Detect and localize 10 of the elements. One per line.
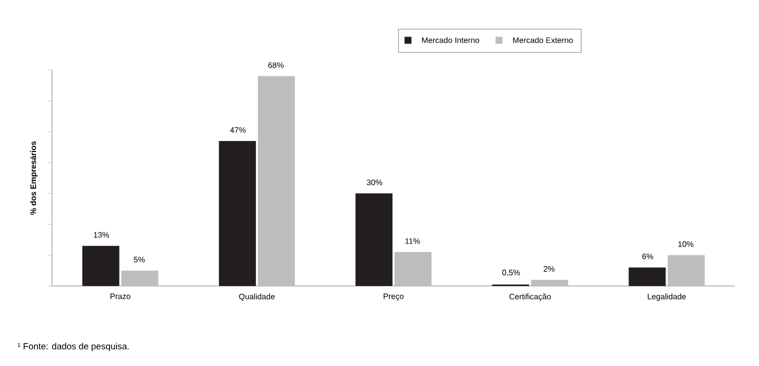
bar	[394, 252, 432, 286]
text: ¹ Fonte: dados de pesquisa.	[18, 342, 129, 352]
bar	[531, 280, 568, 286]
bar	[258, 76, 295, 286]
bar	[82, 246, 120, 286]
bar	[628, 267, 666, 286]
bar	[668, 255, 705, 286]
bar	[121, 270, 158, 286]
bar	[218, 140, 256, 286]
bar	[356, 193, 393, 286]
